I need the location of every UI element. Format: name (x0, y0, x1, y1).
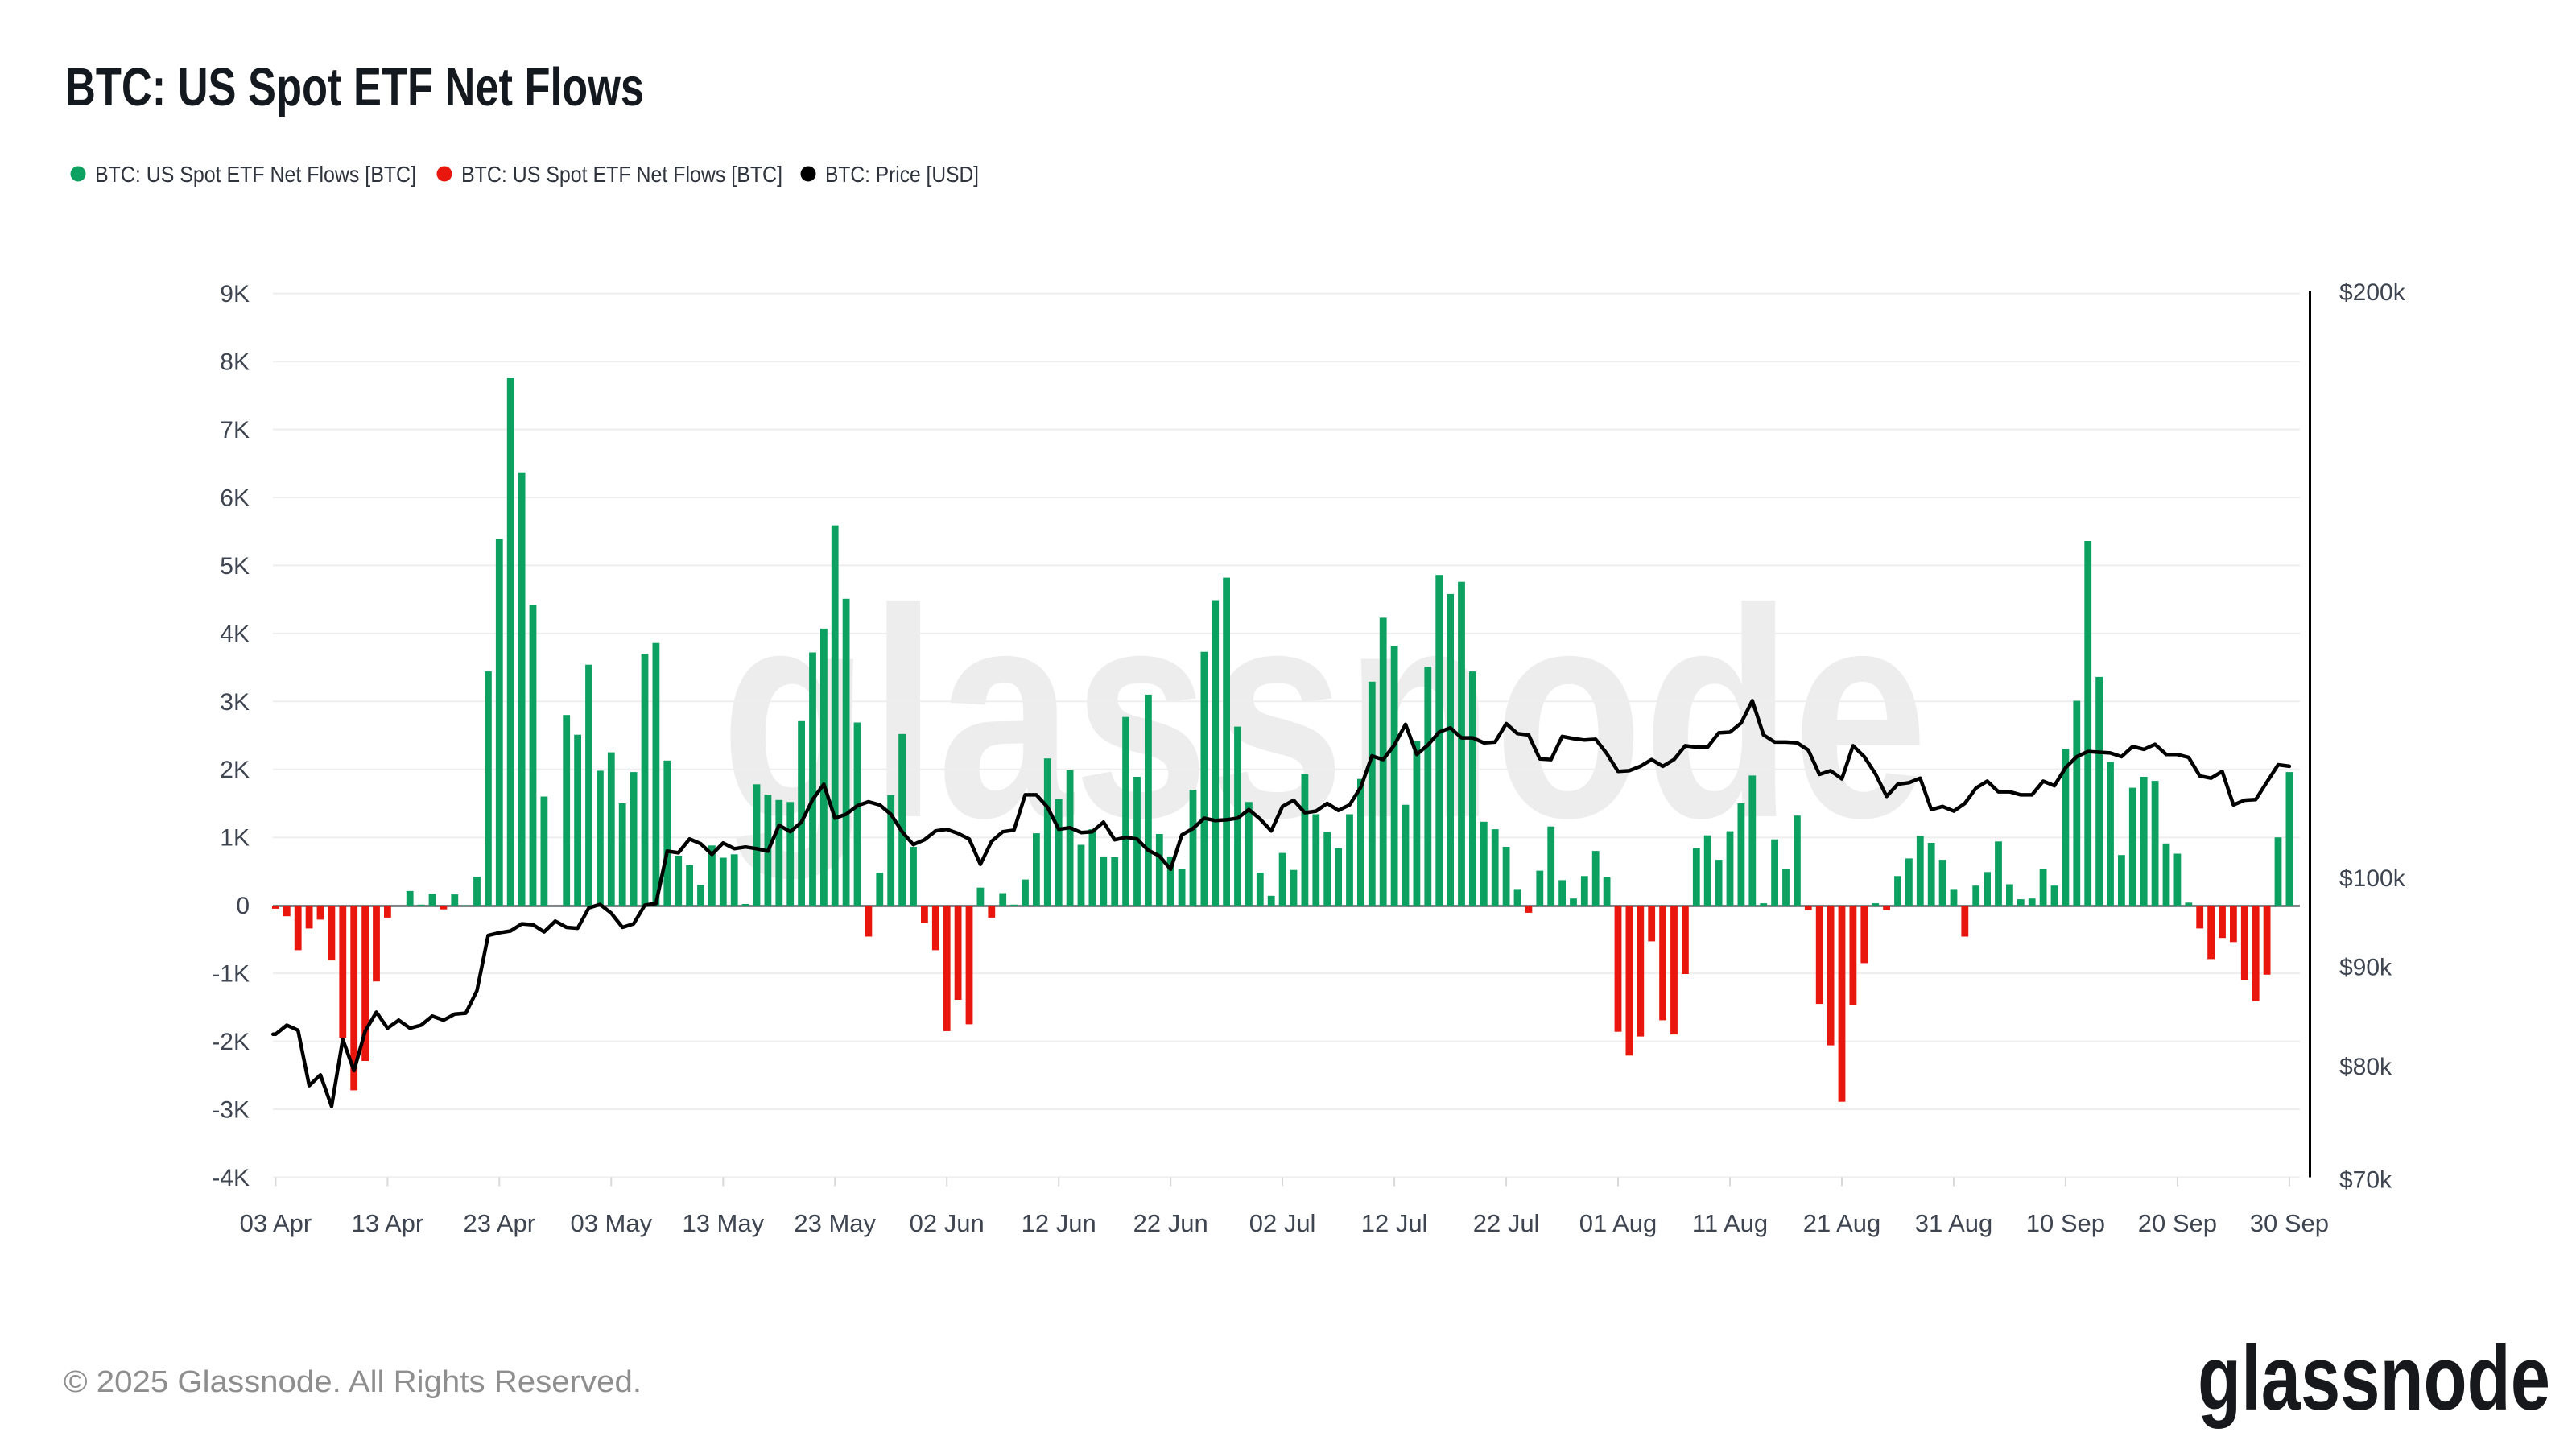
svg-text:$100k: $100k (2339, 865, 2406, 892)
svg-text:5K: 5K (220, 553, 250, 580)
svg-text:$200k: $200k (2339, 279, 2406, 306)
svg-text:30 Sep: 30 Sep (2250, 1209, 2329, 1237)
svg-text:-4K: -4K (212, 1165, 250, 1191)
svg-text:9K: 9K (220, 281, 250, 308)
svg-text:20 Sep: 20 Sep (2138, 1209, 2217, 1237)
svg-text:13 May: 13 May (682, 1209, 764, 1237)
svg-text:-2K: -2K (212, 1029, 250, 1055)
svg-text:03 May: 03 May (570, 1209, 652, 1237)
svg-text:$90k: $90k (2339, 955, 2392, 981)
svg-text:7K: 7K (220, 417, 250, 444)
svg-text:glassnode: glassnode (720, 547, 1928, 881)
svg-text:6K: 6K (220, 485, 250, 512)
svg-text:01 Aug: 01 Aug (1579, 1209, 1657, 1237)
svg-text:8K: 8K (220, 349, 250, 376)
svg-text:3K: 3K (220, 689, 250, 716)
svg-text:BTC: Price [USD]: BTC: Price [USD] (825, 162, 979, 187)
svg-text:glassnode: glassnode (2198, 1327, 2550, 1430)
svg-text:13 Apr: 13 Apr (352, 1209, 424, 1237)
svg-text:$80k: $80k (2339, 1054, 2392, 1080)
svg-text:22 Jul: 22 Jul (1473, 1209, 1540, 1237)
svg-text:31 Aug: 31 Aug (1915, 1209, 1993, 1237)
svg-text:23 May: 23 May (794, 1209, 876, 1237)
svg-text:1K: 1K (220, 825, 250, 852)
svg-text:$70k: $70k (2339, 1166, 2392, 1193)
svg-text:-1K: -1K (212, 961, 250, 988)
svg-text:02 Jun: 02 Jun (910, 1209, 985, 1237)
svg-text:10 Sep: 10 Sep (2026, 1209, 2105, 1237)
svg-text:BTC: US Spot ETF Net Flows [BT: BTC: US Spot ETF Net Flows [BTC] (461, 162, 782, 187)
svg-text:12 Jul: 12 Jul (1361, 1209, 1428, 1237)
svg-text:11 Aug: 11 Aug (1692, 1209, 1768, 1237)
svg-text:BTC: US Spot ETF Net Flows [BT: BTC: US Spot ETF Net Flows [BTC] (95, 162, 416, 187)
svg-text:2K: 2K (220, 757, 250, 783)
svg-text:12 Jun: 12 Jun (1022, 1209, 1096, 1237)
svg-text:BTC: US Spot ETF Net Flows: BTC: US Spot ETF Net Flows (65, 57, 644, 118)
svg-text:23 Apr: 23 Apr (463, 1209, 535, 1237)
svg-text:02 Jul: 02 Jul (1249, 1209, 1316, 1237)
svg-text:22 Jun: 22 Jun (1133, 1209, 1208, 1237)
svg-text:21 Aug: 21 Aug (1803, 1209, 1881, 1237)
svg-text:0: 0 (236, 893, 250, 919)
svg-text:03 Apr: 03 Apr (240, 1209, 312, 1237)
svg-text:4K: 4K (220, 621, 250, 647)
svg-text:© 2025 Glassnode. All Rights R: © 2025 Glassnode. All Rights Reserved. (64, 1365, 642, 1399)
svg-text:-3K: -3K (212, 1097, 250, 1124)
